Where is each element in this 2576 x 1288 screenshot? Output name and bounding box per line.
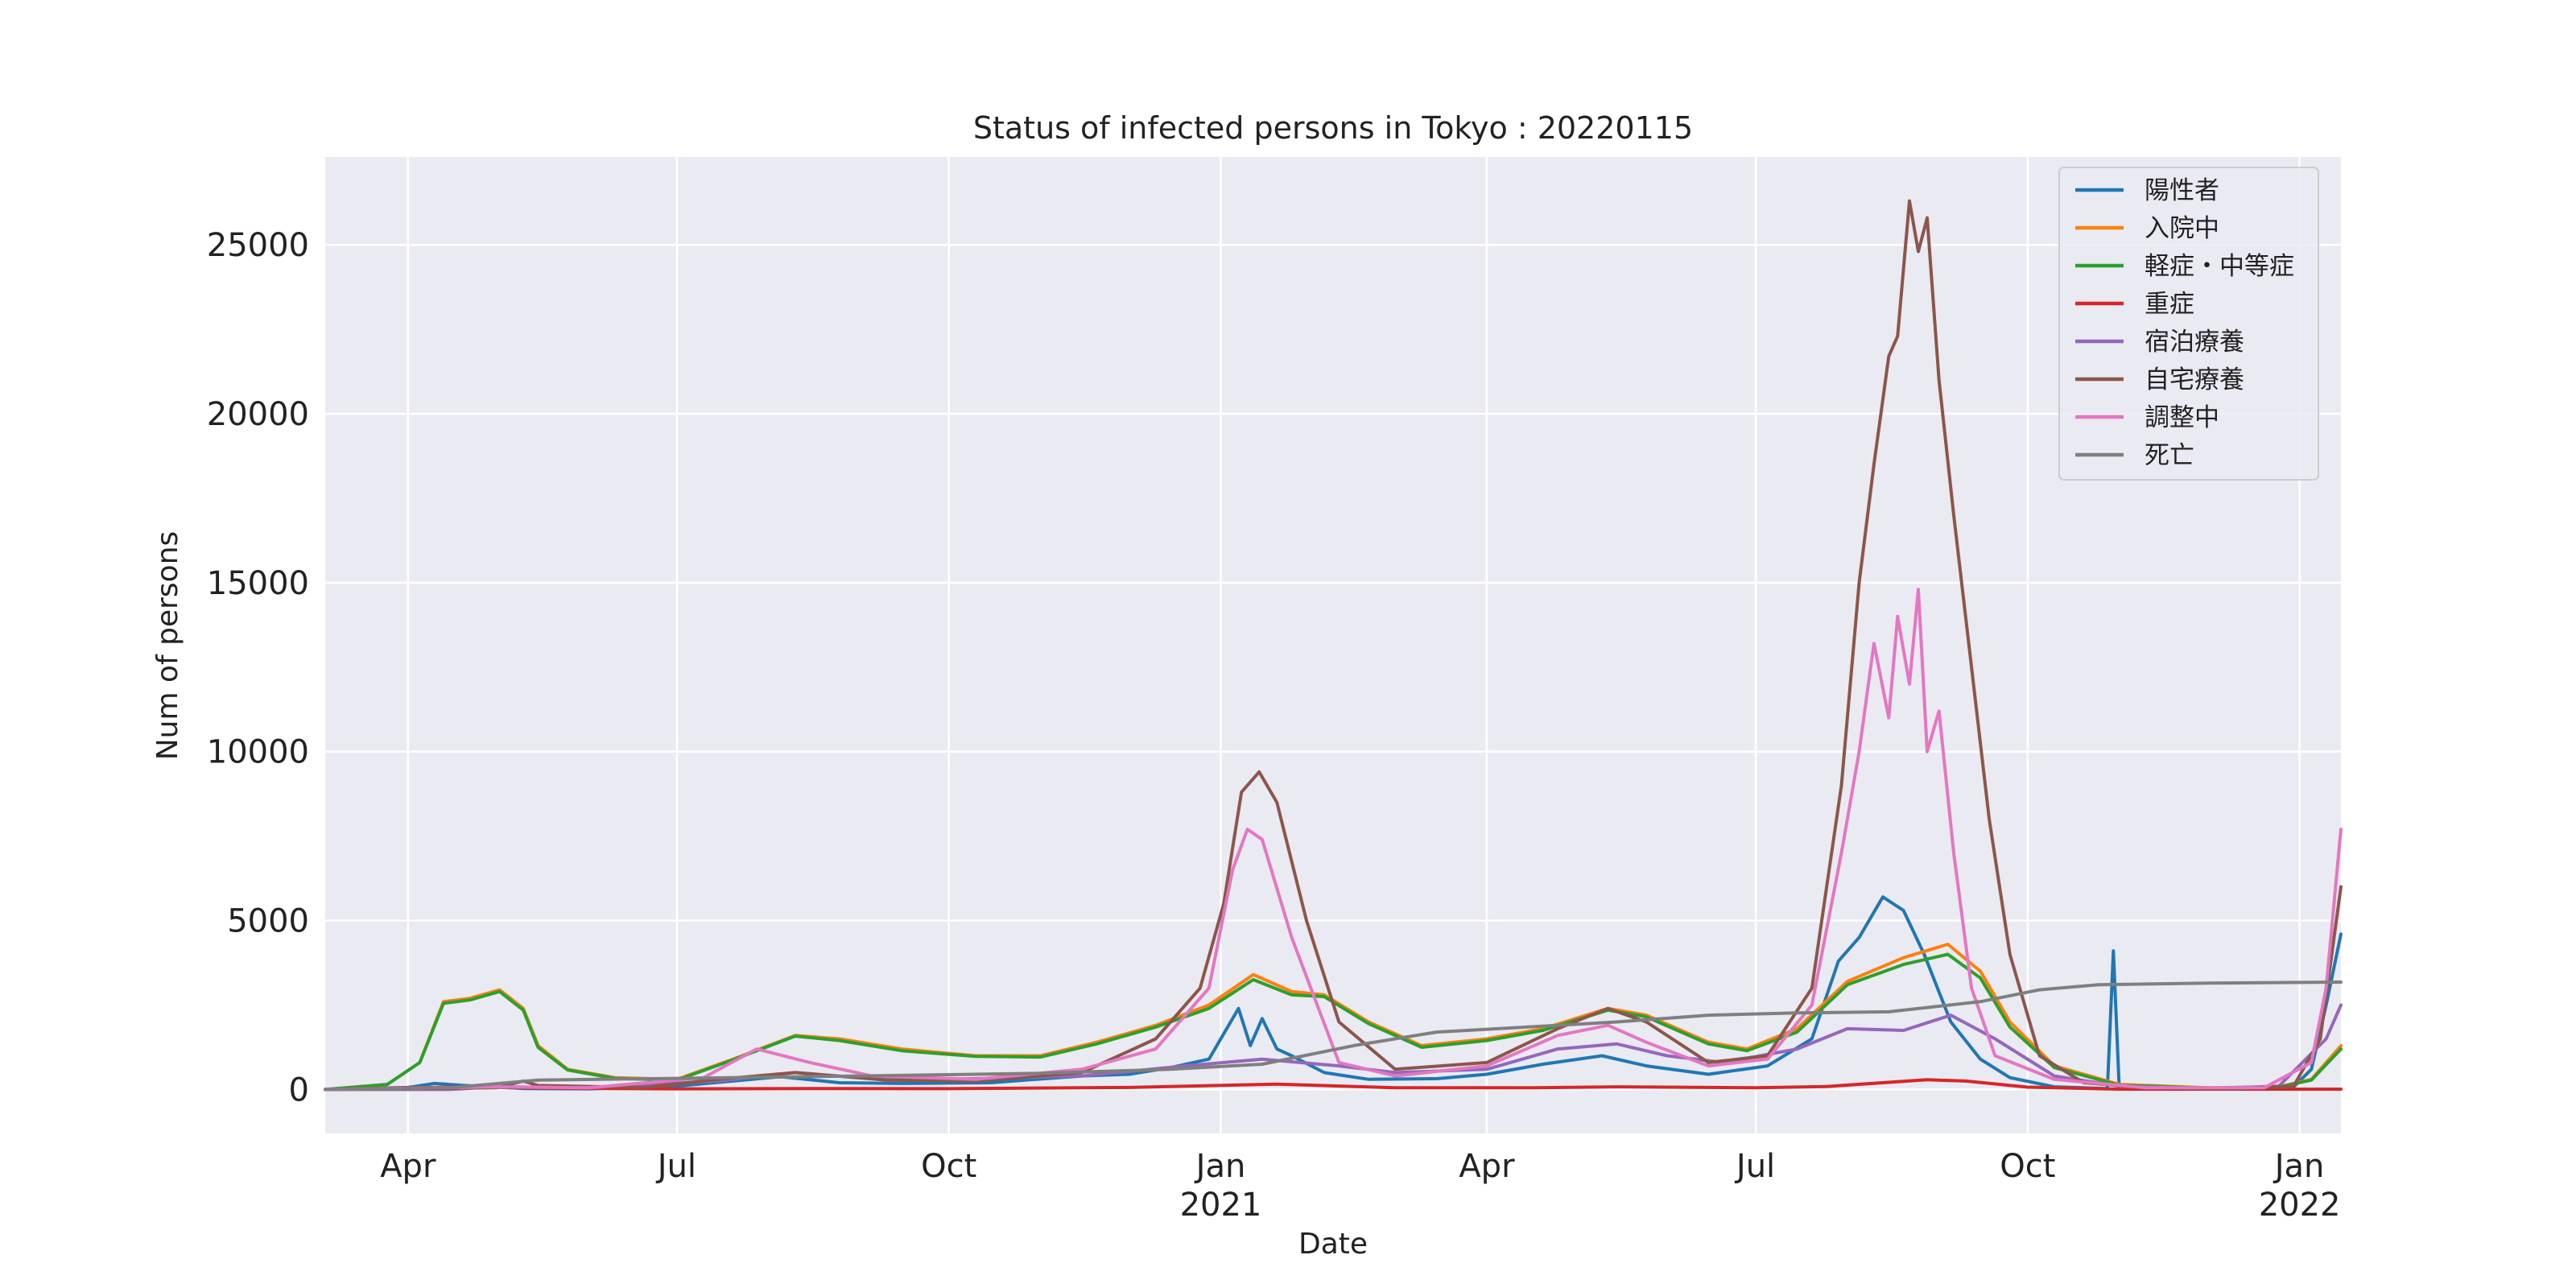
y-tick-label: 20000	[207, 396, 309, 433]
x-tick-label: Oct	[2000, 1148, 2055, 1185]
legend-label: 調整中	[2145, 403, 2219, 432]
legend-box	[2058, 167, 2319, 481]
x-tick-label: Jul	[1734, 1148, 1775, 1185]
legend-label: 宿泊療養	[2145, 328, 2244, 357]
legend-label: 重症	[2145, 290, 2194, 319]
x-tick-year-label: 2022	[2259, 1187, 2341, 1224]
y-tick-labels: 0 5000 10000 15000 20000 25000	[207, 227, 309, 1108]
x-tick-label: Apr	[1459, 1148, 1515, 1185]
y-tick-label: 0	[289, 1071, 309, 1108]
series-line-7	[324, 980, 2343, 1092]
grid-lines	[325, 157, 2341, 1133]
series-lines	[324, 199, 2343, 1092]
series-line-6	[324, 588, 2343, 1092]
legend-label: 陽性者	[2145, 176, 2219, 205]
y-tick-label: 10000	[207, 734, 309, 771]
y-tick-label: 25000	[207, 227, 309, 264]
x-tick-label: Apr	[380, 1148, 436, 1185]
y-axis-title: Num of persons	[151, 531, 184, 761]
series-line-5	[324, 199, 2343, 1092]
x-tick-label: Oct	[921, 1148, 976, 1185]
plot-area	[325, 157, 2341, 1133]
legend-label: 軽症・中等症	[2145, 252, 2294, 281]
x-tick-label: Jan	[2273, 1148, 2325, 1185]
series-line-2	[324, 952, 2343, 1092]
x-tick-label: Jan	[1194, 1148, 1246, 1185]
x-axis-title: Date	[1298, 1228, 1368, 1261]
y-tick-label: 15000	[207, 565, 309, 602]
x-tick-label: Jul	[655, 1148, 696, 1185]
legend-label: 入院中	[2145, 214, 2219, 243]
x-tick-year-label: 2021	[1180, 1187, 1262, 1224]
legend-label: 死亡	[2145, 441, 2194, 470]
y-tick-label: 5000	[227, 903, 309, 940]
series-line-3	[324, 1078, 2343, 1092]
legend-label: 自宅療養	[2145, 365, 2244, 394]
chart-title: Status of infected persons in Tokyo : 20…	[973, 110, 1693, 146]
